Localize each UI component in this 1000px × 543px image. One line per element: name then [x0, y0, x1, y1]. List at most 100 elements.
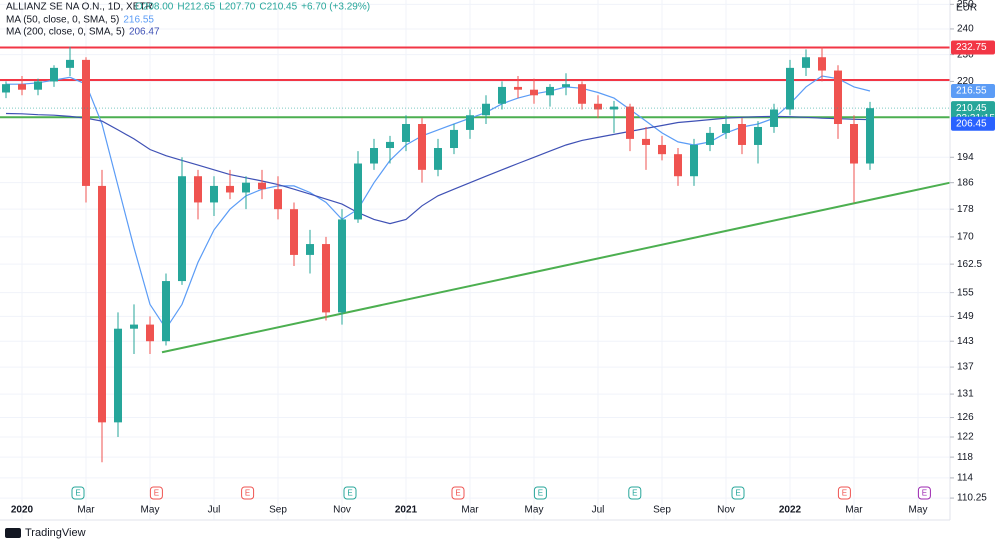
y-tick-label: 122 — [957, 432, 974, 443]
candle-body — [578, 84, 586, 104]
candle-body — [866, 108, 874, 164]
logo: TradingView — [5, 527, 86, 539]
x-tick-label: May — [909, 505, 928, 516]
candle-body — [2, 84, 10, 93]
candle-body — [386, 141, 394, 149]
candle-body — [530, 89, 538, 96]
x-tick-label: Nov — [717, 505, 735, 516]
y-tick-label: 230 — [957, 49, 974, 60]
candle-body — [834, 70, 842, 125]
event-label: E — [842, 489, 847, 498]
price-badge — [951, 40, 995, 55]
trendline — [161, 181, 951, 354]
candle-body — [226, 185, 234, 193]
ohlc-value: C210.45 — [259, 2, 297, 13]
candle-body — [674, 154, 682, 177]
candle-body — [498, 86, 506, 104]
candle-body — [722, 124, 730, 133]
candle-body — [178, 176, 186, 282]
y-tick-label: 186 — [957, 177, 974, 188]
event-marker — [628, 486, 642, 500]
candle-body — [562, 84, 570, 87]
y-tick-label: 110.25 — [957, 493, 987, 504]
y-tick-label: 250 — [957, 0, 974, 10]
candle-body — [738, 124, 746, 145]
event-marker — [533, 486, 547, 500]
candle-body — [194, 176, 202, 203]
candle-body — [18, 84, 26, 90]
x-tick-label: May — [525, 505, 544, 516]
x-tick-label: 2022 — [779, 505, 802, 516]
candle-body — [370, 148, 378, 164]
price-badge-label: 216.55 — [956, 86, 987, 97]
candle-body — [658, 144, 666, 155]
candle-body — [482, 103, 490, 116]
ma-legend-value: 206.47 — [129, 27, 160, 38]
candle-body — [818, 57, 826, 71]
ma-legend-value: 216.55 — [123, 15, 154, 26]
candle-body — [162, 281, 170, 342]
candle-body — [322, 244, 330, 313]
event-marker — [731, 486, 745, 500]
y-tick-label: 131 — [957, 389, 974, 400]
candle-body — [754, 126, 762, 145]
candle-body — [306, 244, 314, 255]
candle-body — [450, 129, 458, 149]
candle-body — [434, 148, 442, 170]
price-badge-label: 210.45 — [956, 103, 987, 114]
candle-body — [594, 103, 602, 110]
event-marker — [343, 486, 357, 500]
y-tick-label: 143 — [957, 336, 974, 347]
candle-body — [418, 124, 426, 170]
y-tick-label: 126 — [957, 412, 974, 423]
event-label: E — [922, 489, 927, 498]
y-tick-label: 220 — [957, 76, 974, 87]
candle-body — [66, 59, 74, 68]
price-badge — [951, 116, 995, 131]
candle-body — [850, 124, 858, 164]
symbol-title: ALLIANZ SE NA O.N., 1D, XETR — [6, 2, 153, 13]
price-badge — [951, 83, 995, 98]
ohlc-value: H212.65 — [177, 2, 215, 13]
y-tick-label: 155 — [957, 287, 974, 298]
ma-legend-name: MA (200, close, 0, SMA, 5) — [6, 27, 125, 38]
candle-body — [114, 328, 122, 423]
candle-body — [146, 324, 154, 342]
y-tick-label: 240 — [957, 24, 974, 35]
candle-body — [770, 109, 778, 127]
x-tick-label: May — [141, 505, 160, 516]
candle-body — [610, 106, 618, 110]
price-badge-label: 232.75 — [956, 42, 987, 53]
x-tick-label: Sep — [653, 505, 671, 516]
candle-body — [802, 57, 810, 68]
y-tick-label: 149 — [957, 311, 974, 322]
candle-body — [706, 132, 714, 145]
x-tick-label: 2020 — [11, 505, 34, 516]
y-tick-label: 114 — [957, 473, 973, 484]
y-tick-label: 162.5 — [957, 259, 982, 270]
candle-body — [130, 324, 138, 329]
candle-body — [402, 124, 410, 142]
candle-body — [242, 182, 250, 193]
event-marker — [837, 486, 851, 500]
x-tick-label: Nov — [333, 505, 351, 516]
x-tick-label: Sep — [269, 505, 287, 516]
candle-body — [34, 81, 42, 90]
x-tick-label: Mar — [77, 505, 95, 516]
event-label: E — [245, 489, 250, 498]
candle-body — [514, 86, 522, 90]
y-tick-label: 137 — [957, 362, 974, 373]
x-tick-label: Jul — [592, 505, 605, 516]
event-marker — [451, 486, 465, 500]
ohlc-value: +6.70 (+3.29%) — [301, 2, 370, 13]
axes: 110.25 114 118 122 126 131 137 143 149 155 162.5 17… — [11, 0, 995, 516]
y-tick-label: 118 — [957, 452, 973, 463]
event-label: E — [632, 489, 637, 498]
event-label: E — [75, 489, 80, 498]
y-tick-label: 194 — [957, 152, 974, 163]
x-tick-label: Mar — [461, 505, 479, 516]
event-label: E — [455, 489, 460, 498]
candle-body — [98, 185, 106, 423]
event-label: E — [538, 489, 543, 498]
ma-legend-name: MA (50, close, 0, SMA, 5) — [6, 15, 119, 26]
